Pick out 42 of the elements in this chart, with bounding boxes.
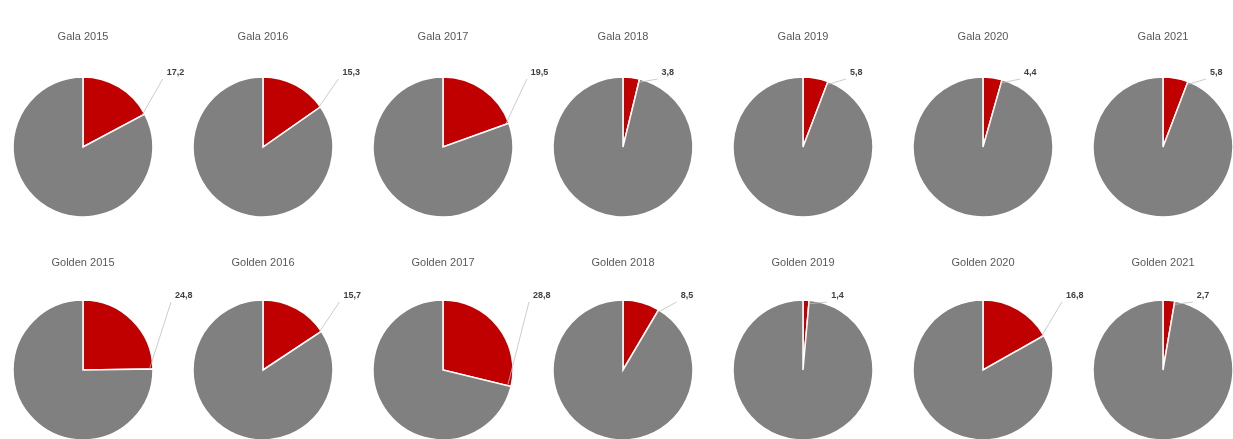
pie-slice	[552, 76, 694, 218]
pie-slice	[552, 299, 694, 439]
data-label: 4,4	[1024, 67, 1037, 77]
data-label: 5,8	[849, 67, 863, 77]
pie-slice	[912, 76, 1054, 218]
pie-slice	[732, 76, 874, 218]
pie-slice	[1092, 76, 1233, 218]
data-label: 17,2	[166, 67, 185, 77]
data-label: 16,8	[1065, 290, 1084, 300]
pie-slice	[192, 299, 334, 439]
pie-slice	[372, 76, 514, 218]
data-label: 1,4	[831, 290, 844, 300]
data-label: 3,8	[661, 67, 675, 77]
chart-title: Gala 2017	[417, 30, 469, 42]
data-label: 24,8	[174, 290, 193, 300]
chart-title: Gala 2016	[237, 30, 289, 42]
data-label: 5,8	[1209, 67, 1223, 77]
chart-title: Golden 2021	[1131, 256, 1195, 268]
chart-title: Golden 2019	[771, 256, 835, 268]
pie-slice	[12, 299, 154, 439]
chart-title: Golden 2015	[51, 256, 115, 268]
data-label: 8,5	[680, 290, 694, 300]
chart-title: Golden 2016	[231, 256, 295, 268]
data-label: 15,3	[342, 67, 360, 77]
chart-title: Gala 2021	[1137, 30, 1189, 42]
pie-slice	[372, 299, 512, 439]
pie-slice	[12, 76, 154, 218]
data-label: 15,7	[343, 290, 361, 300]
chart-title: Gala 2018	[597, 30, 649, 42]
chart-title: Golden 2020	[951, 256, 1015, 268]
chart-title: Golden 2017	[411, 256, 475, 268]
chart-title: Golden 2018	[591, 256, 655, 268]
chart-title: Gala 2019	[777, 30, 829, 42]
chart-title: Gala 2015	[57, 30, 109, 42]
pie-slice	[732, 299, 874, 439]
pie-slice	[912, 299, 1054, 439]
data-label: 28,8	[533, 290, 551, 300]
pie-slice	[1092, 299, 1233, 439]
data-label: 19,5	[530, 67, 549, 77]
chart-title: Gala 2020	[957, 30, 1009, 42]
data-label: 2,7	[1196, 290, 1210, 300]
pie-slice	[192, 76, 334, 218]
